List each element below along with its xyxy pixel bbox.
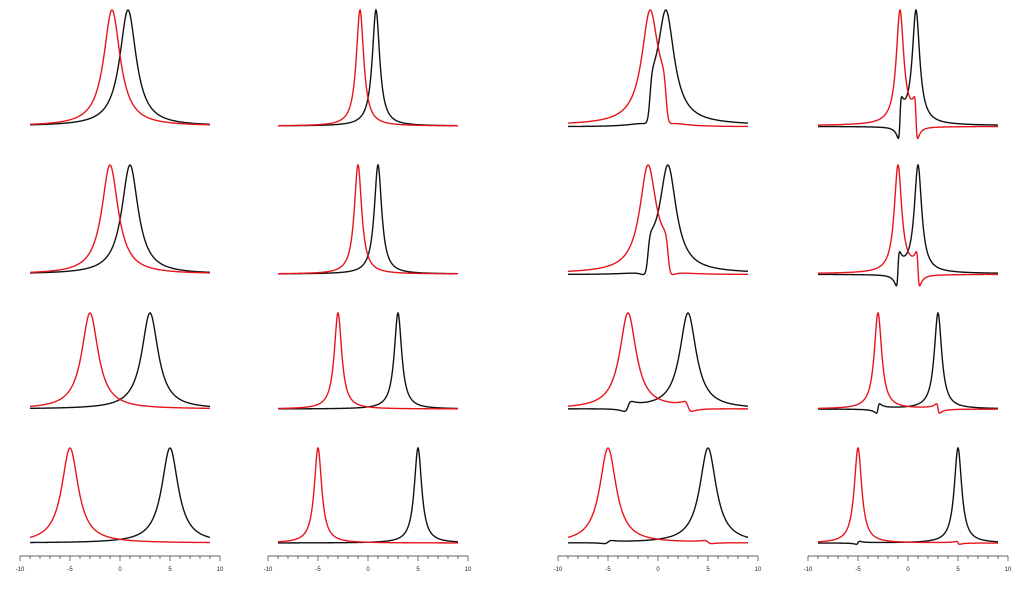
panel-r4-c4	[817, 446, 999, 545]
line-black-r1-c1	[30, 9, 211, 126]
x-tick-label: -10	[264, 567, 273, 573]
x-tick-label: -10	[804, 567, 813, 573]
line-red-r2-c1	[29, 164, 211, 274]
x-tick-label: -10	[16, 567, 25, 573]
x-tick-label: -5	[315, 567, 321, 573]
panel-r2-c4	[817, 163, 999, 287]
x-axis-c4: -10 -5 0 5 10	[804, 555, 1012, 573]
line-red-r3-c2	[278, 311, 459, 410]
line-red-r1-c2	[278, 8, 459, 127]
line-black-r4-c4	[818, 446, 999, 545]
line-red-r3-c3	[567, 312, 748, 413]
line-black-r3-c3	[568, 312, 749, 413]
x-tick-label: 10	[755, 567, 762, 573]
line-red-r1-c1	[29, 9, 210, 126]
line-red-r2-c2	[277, 163, 458, 275]
line-red-r2-c4	[818, 163, 999, 287]
line-black-r4-c3	[568, 447, 749, 545]
panel-r2-c2	[277, 163, 459, 275]
panel-r4-c1	[29, 447, 211, 544]
panel-r2-c1	[29, 164, 211, 274]
panel-r4-c3	[567, 447, 749, 545]
line-red-r1-c4	[817, 8, 998, 140]
x-tick-label: 5	[956, 567, 960, 573]
x-tick-label: 10	[465, 567, 472, 573]
x-tick-label: 5	[168, 567, 172, 573]
line-black-r1-c3	[568, 9, 749, 128]
line-red-r3-c1	[29, 312, 211, 410]
panel-r1-c4	[817, 8, 999, 140]
x-tick-label: 0	[906, 567, 910, 573]
line-black-r2-c4	[817, 163, 998, 287]
line-red-r2-c3	[567, 164, 748, 276]
x-tick-label: -5	[605, 567, 611, 573]
line-red-r4-c2	[277, 446, 458, 544]
x-axis-c2: -10 -5 0 5 10	[264, 555, 472, 573]
line-red-r3-c4	[817, 311, 998, 414]
line-black-r1-c4	[818, 8, 999, 140]
line-black-r1-c2	[277, 8, 458, 127]
line-black-r2-c3	[568, 164, 749, 276]
line-red-r4-c3	[567, 447, 748, 545]
x-tick-label: -10	[554, 567, 563, 573]
x-tick-label: 5	[706, 567, 710, 573]
panel-r2-c3	[567, 164, 749, 276]
x-tick-label: 10	[217, 567, 224, 573]
x-tick-label: -5	[855, 567, 861, 573]
line-red-r1-c3	[567, 9, 748, 128]
panel-r3-c3	[567, 312, 749, 413]
line-black-r3-c2	[277, 311, 458, 410]
line-black-r4-c1	[30, 447, 211, 544]
x-tick-label: 0	[366, 567, 370, 573]
panel-r1-c1	[29, 9, 211, 126]
panel-r3-c1	[29, 312, 211, 410]
panel-r1-c2	[277, 8, 459, 127]
x-tick-label: 0	[656, 567, 660, 573]
x-tick-label: -5	[67, 567, 73, 573]
x-tick-label: 0	[118, 567, 122, 573]
x-axis-c3: -10 -5 0 5 10	[554, 555, 762, 573]
line-black-r4-c2	[278, 446, 459, 544]
line-red-r4-c1	[29, 447, 210, 544]
x-axis-c1: -10 -5 0 5 10	[16, 555, 224, 573]
panel-r3-c2	[277, 311, 459, 410]
line-black-r3-c4	[818, 311, 999, 414]
panel-r4-c2	[277, 446, 459, 544]
x-tick-label: 10	[1005, 567, 1012, 573]
x-tick-label: 5	[416, 567, 420, 573]
line-red-r4-c4	[817, 446, 998, 545]
line-black-r3-c1	[29, 312, 211, 410]
panel-r1-c3	[567, 9, 749, 128]
panel-r3-c4	[817, 311, 999, 414]
